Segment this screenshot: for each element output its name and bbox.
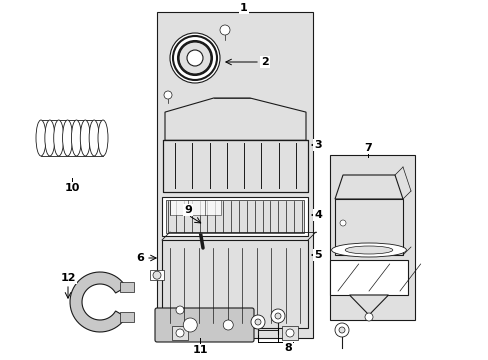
Ellipse shape	[62, 120, 72, 156]
Text: 5: 5	[314, 250, 321, 260]
Circle shape	[153, 271, 161, 279]
Bar	[163, 140, 307, 192]
Bar	[120, 282, 134, 292]
Ellipse shape	[71, 120, 81, 156]
Circle shape	[285, 329, 293, 337]
Bar	[329, 155, 414, 320]
FancyBboxPatch shape	[162, 240, 307, 328]
Circle shape	[220, 25, 229, 35]
Ellipse shape	[331, 243, 406, 257]
Bar	[163, 140, 307, 192]
Circle shape	[339, 220, 346, 226]
Circle shape	[334, 323, 348, 337]
Text: 7: 7	[364, 143, 371, 153]
Polygon shape	[70, 272, 126, 332]
Bar	[120, 312, 134, 322]
Circle shape	[254, 319, 261, 325]
Bar	[157, 12, 312, 338]
Ellipse shape	[89, 120, 99, 156]
Text: 4: 4	[313, 210, 321, 220]
Ellipse shape	[45, 120, 55, 156]
Circle shape	[163, 91, 172, 99]
Polygon shape	[334, 175, 402, 199]
Ellipse shape	[36, 120, 46, 156]
Bar	[334, 199, 402, 255]
Bar	[329, 260, 407, 295]
Text: 1: 1	[240, 3, 247, 13]
Text: 10: 10	[64, 183, 80, 193]
Text: 6: 6	[136, 253, 143, 263]
Bar	[150, 270, 163, 280]
Circle shape	[186, 50, 203, 66]
Bar	[170, 200, 221, 215]
Circle shape	[338, 327, 345, 333]
Circle shape	[223, 320, 233, 330]
Circle shape	[183, 318, 197, 332]
Circle shape	[250, 315, 264, 329]
Circle shape	[170, 33, 220, 83]
Bar	[172, 326, 187, 340]
Circle shape	[270, 309, 285, 323]
Text: 11: 11	[192, 345, 207, 355]
Bar	[162, 197, 307, 236]
Circle shape	[179, 42, 210, 74]
Ellipse shape	[98, 120, 108, 156]
Text: 12: 12	[60, 273, 76, 283]
Circle shape	[364, 313, 372, 321]
Text: 3: 3	[314, 140, 321, 150]
Polygon shape	[349, 295, 387, 315]
Circle shape	[176, 306, 183, 314]
Text: 2: 2	[261, 57, 268, 67]
FancyBboxPatch shape	[155, 308, 253, 342]
Polygon shape	[164, 98, 305, 140]
Circle shape	[176, 329, 183, 337]
Ellipse shape	[54, 120, 63, 156]
Circle shape	[274, 313, 281, 319]
Text: 9: 9	[183, 205, 192, 215]
Bar	[165, 200, 304, 233]
Ellipse shape	[80, 120, 90, 156]
Ellipse shape	[345, 246, 392, 254]
Bar	[282, 326, 297, 340]
Text: 8: 8	[284, 343, 291, 353]
